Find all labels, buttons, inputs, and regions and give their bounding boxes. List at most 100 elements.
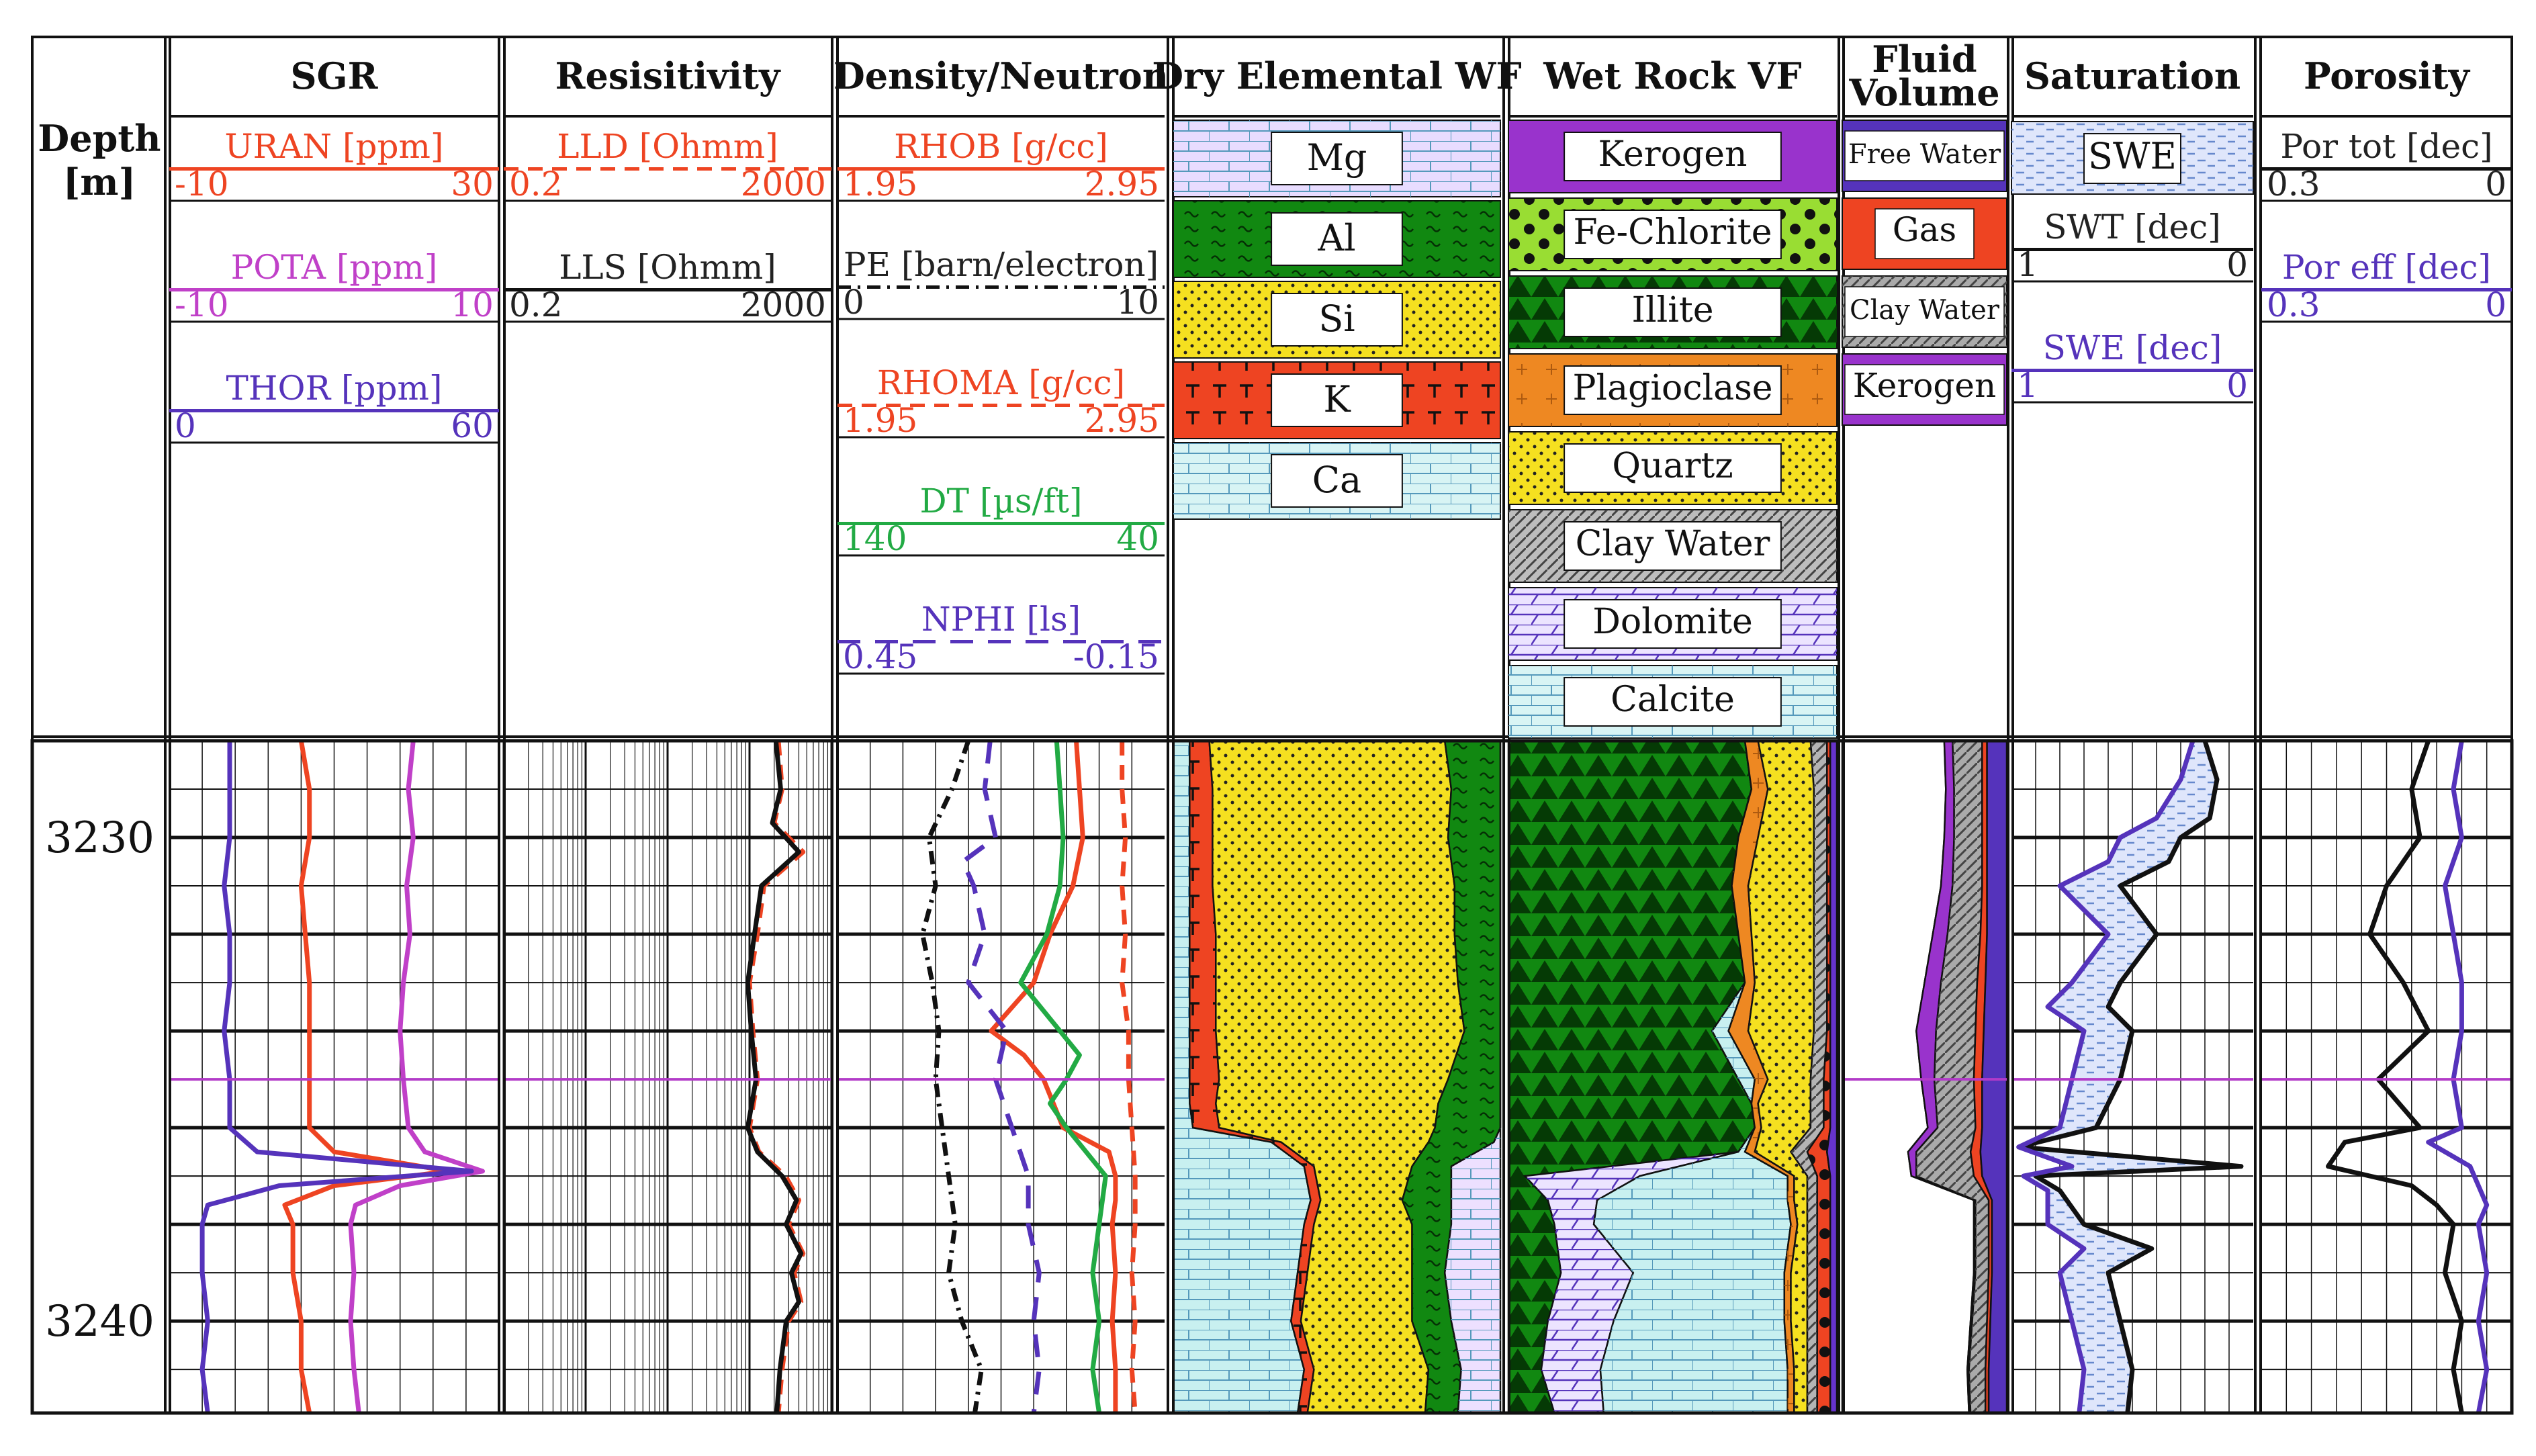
curve-scale-min: -10 — [175, 285, 229, 324]
stack-layer-pattern — [1916, 741, 1989, 1413]
legend-label-box — [1271, 293, 1403, 347]
curve-name: LLS [Ohmm] — [559, 248, 776, 287]
legend-label-box — [1564, 443, 1782, 493]
curve-scale-max: 10 — [1116, 283, 1159, 322]
curve-scale-max: 0 — [2226, 245, 2248, 284]
curve-scale-max: 0 — [2226, 366, 2248, 405]
legend-label-box — [1271, 454, 1403, 508]
legend-label: K — [1323, 378, 1351, 420]
curve-name: DT [µs/ft] — [920, 482, 1083, 520]
stack-layer-pattern — [1525, 741, 1755, 1413]
legend-label-box — [1564, 365, 1782, 415]
log-curve-rhob — [989, 740, 1118, 1413]
curve-scale-min: 0.2 — [509, 285, 563, 324]
curve-scale-max: 2.95 — [1085, 165, 1159, 203]
legend-label-box — [2083, 133, 2181, 184]
legend-label: Dolomite — [1592, 602, 1753, 642]
curve-scale-min: 1 — [2017, 245, 2038, 284]
log-curve-uran — [282, 740, 452, 1414]
legend-label: Free Water — [1848, 139, 2001, 170]
track-title: Saturation — [2024, 54, 2240, 97]
log-curve-por — [2326, 739, 2464, 1414]
log-curve-rhoma — [1120, 741, 1138, 1414]
stack-layer-pattern — [1508, 741, 1755, 1413]
stack-layer-pattern — [1594, 741, 1791, 1413]
stack-layer-pattern — [1173, 741, 1311, 1413]
log-curve-swe — [2016, 739, 2195, 1414]
legend-label-box — [1564, 132, 1782, 181]
curve-scale-max: 30 — [451, 165, 494, 203]
curve-scale-max: 2000 — [741, 285, 826, 324]
legend-label-box — [1564, 287, 1782, 337]
legend-label-box — [1844, 130, 2005, 181]
curve-scale-max: 10 — [451, 285, 494, 324]
legend-label-box — [1271, 132, 1403, 185]
track-title: Density/Neutron — [833, 54, 1169, 97]
legend-label-box — [1874, 208, 1975, 259]
log-curve-por — [2426, 740, 2490, 1414]
log-frame — [30, 739, 2514, 1415]
curve-scale-min: 0.2 — [509, 165, 563, 203]
curve-scale-max: 60 — [451, 406, 494, 445]
track-title: Fluid — [1872, 38, 1977, 81]
stack-layer-pattern — [1807, 741, 1831, 1413]
legend-label: Calcite — [1611, 680, 1735, 720]
track-title: Porosity — [2304, 54, 2470, 97]
legend-label-box — [1564, 210, 1782, 259]
legend-label-box — [1271, 212, 1403, 266]
depth-tick-label: 3230 — [45, 813, 154, 863]
legend-label: Clay Water — [1576, 524, 1770, 564]
curve-name: URAN [ppm] — [225, 127, 444, 166]
legend-label: Clay Water — [1850, 295, 2000, 326]
curve-scale-max: 2000 — [741, 165, 826, 203]
curve-name: SWT [dec] — [2044, 208, 2221, 246]
depth-unit: [m] — [63, 161, 136, 203]
log-curve-lls — [745, 740, 804, 1414]
curve-name: RHOB [g/cc] — [894, 127, 1108, 166]
curve-scale-max: 2.95 — [1085, 401, 1159, 440]
legend-label: Kerogen — [1598, 134, 1748, 175]
curve-name: SWE [dec] — [2043, 328, 2222, 367]
track-title: Volume — [1848, 71, 1999, 114]
curve-name: THOR [ppm] — [226, 369, 443, 408]
log-curve-thor — [199, 741, 474, 1414]
track-title: SGR — [291, 54, 379, 97]
legend-label-box — [1564, 521, 1782, 571]
legend-label: SWE — [2088, 135, 2177, 177]
curve-scale-max: 0 — [2485, 165, 2506, 203]
curve-scale-min: 0.3 — [2267, 165, 2320, 203]
stack-layer-pattern — [1445, 741, 1500, 1413]
stack-layer-pattern — [1728, 741, 1798, 1413]
swe-fill-pattern — [2018, 741, 2241, 1413]
log-curve-nphi — [960, 740, 1042, 1414]
curve-scale-max: 40 — [1116, 519, 1159, 558]
legend-label: Kerogen — [1853, 366, 1996, 405]
curve-name: RHOMA [g/cc] — [877, 363, 1125, 402]
curve-name: POTA [ppm] — [231, 248, 438, 287]
log-curve-pota — [348, 740, 485, 1414]
legend-label-box — [1564, 677, 1782, 727]
track-grid — [169, 739, 499, 1413]
stack-layer-pattern — [1402, 741, 1500, 1413]
curve-name: Por eff [dec] — [2282, 248, 2491, 287]
track-title: Dry Elemental WF — [1152, 54, 1521, 97]
track-title: Resisitivity — [555, 54, 781, 97]
legend-label: Mg — [1307, 136, 1367, 179]
stack-layer-pattern — [1209, 741, 1465, 1413]
curve-name: Por tot [dec] — [2280, 127, 2492, 166]
legend-label: Al — [1317, 217, 1355, 259]
curve-scale-min: -10 — [175, 165, 229, 203]
legend-label: Fe-Chlorite — [1574, 212, 1772, 253]
legend-label: Illite — [1631, 290, 1713, 330]
curve-scale-max: 0 — [2485, 285, 2506, 324]
legend-label-box — [1844, 286, 2005, 337]
curve-scale-min: 1 — [2017, 366, 2038, 405]
legend-label: Si — [1318, 298, 1355, 340]
stack-layer-pattern — [1791, 741, 1827, 1413]
curve-scale-min: 0.3 — [2267, 285, 2320, 324]
stack-layer-pattern — [1748, 741, 1814, 1413]
curve-name: NPHI [ls] — [921, 600, 1081, 639]
depth-label: Depth — [38, 117, 161, 160]
curve-scale-min: 0 — [843, 283, 864, 322]
